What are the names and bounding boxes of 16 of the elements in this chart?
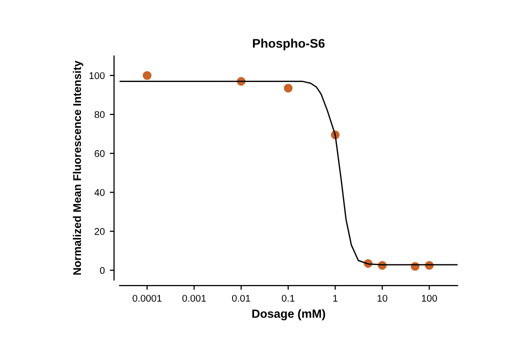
x-tick-label: 0.001 bbox=[182, 294, 206, 302]
y-tick-label: 100 bbox=[90, 72, 105, 80]
x-tick-label: 100 bbox=[422, 294, 438, 302]
y-tick-label: 40 bbox=[94, 189, 105, 196]
y-tick-label: 0 bbox=[100, 266, 105, 274]
x-tick-label: 1 bbox=[333, 294, 338, 302]
x-tick-label: 0.1 bbox=[282, 294, 294, 302]
y-tick-label: 60 bbox=[94, 150, 105, 158]
y-axis-title: Normalized Mean Fluorescence Intensity bbox=[72, 60, 84, 275]
y-tick-label: 20 bbox=[94, 228, 105, 235]
x-tick-label: 0.01 bbox=[232, 294, 250, 302]
chart-title: Phospho-S6 bbox=[252, 38, 325, 50]
x-tick-label: 10 bbox=[378, 294, 388, 302]
y-tick-label: 80 bbox=[94, 111, 105, 118]
x-axis-title: Dosage (mM) bbox=[252, 309, 326, 320]
x-tick-label: 0.0001 bbox=[132, 294, 162, 302]
